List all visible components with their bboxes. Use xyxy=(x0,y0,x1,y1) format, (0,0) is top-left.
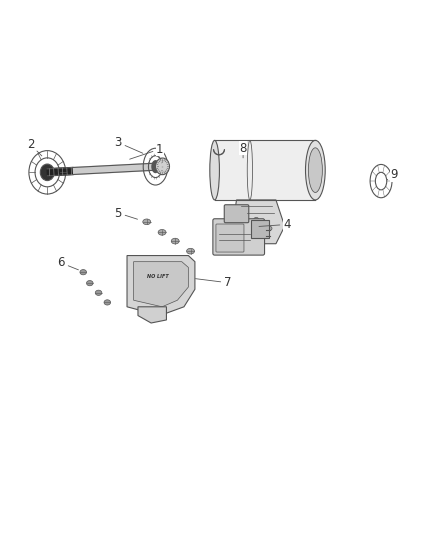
Text: 7: 7 xyxy=(195,276,232,289)
Ellipse shape xyxy=(254,217,259,222)
Ellipse shape xyxy=(151,160,160,173)
Polygon shape xyxy=(47,167,74,176)
Ellipse shape xyxy=(104,300,110,305)
Text: 8: 8 xyxy=(240,142,247,158)
Text: 2: 2 xyxy=(27,138,42,156)
Polygon shape xyxy=(134,262,188,307)
Ellipse shape xyxy=(171,238,179,244)
Ellipse shape xyxy=(40,164,54,181)
Polygon shape xyxy=(138,307,166,323)
Text: 6: 6 xyxy=(57,256,78,270)
Ellipse shape xyxy=(210,140,219,200)
FancyBboxPatch shape xyxy=(224,205,249,223)
Polygon shape xyxy=(127,255,195,316)
FancyBboxPatch shape xyxy=(213,219,265,255)
Polygon shape xyxy=(232,200,285,244)
Ellipse shape xyxy=(143,219,151,225)
Ellipse shape xyxy=(308,148,322,192)
Ellipse shape xyxy=(80,270,86,275)
Ellipse shape xyxy=(155,158,170,175)
FancyBboxPatch shape xyxy=(251,220,269,238)
Ellipse shape xyxy=(305,140,325,200)
FancyBboxPatch shape xyxy=(215,140,315,200)
Polygon shape xyxy=(74,163,152,174)
Ellipse shape xyxy=(267,226,272,231)
Ellipse shape xyxy=(187,248,194,254)
Text: NO LIFT: NO LIFT xyxy=(147,273,169,279)
FancyBboxPatch shape xyxy=(216,224,244,252)
Ellipse shape xyxy=(158,230,166,235)
Ellipse shape xyxy=(86,280,93,286)
Text: 5: 5 xyxy=(115,207,138,220)
Text: 3: 3 xyxy=(115,136,143,154)
Text: 9: 9 xyxy=(387,168,398,181)
Text: 4: 4 xyxy=(259,218,291,231)
Text: 1: 1 xyxy=(130,143,164,159)
Ellipse shape xyxy=(245,231,250,235)
Ellipse shape xyxy=(95,290,102,295)
